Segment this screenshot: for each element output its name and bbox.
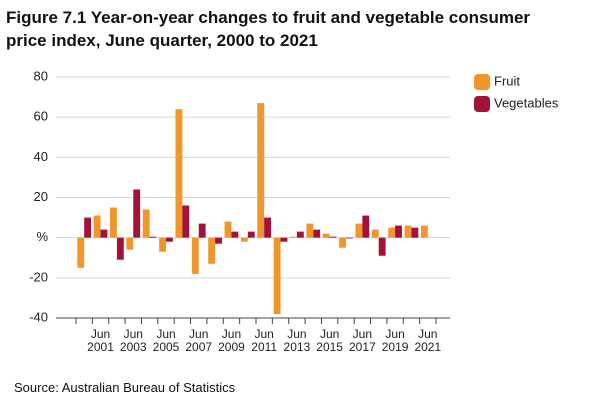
bar: [371, 229, 379, 238]
x-tick-label: Jun 2019: [381, 327, 409, 354]
bar: [322, 233, 330, 238]
y-tick-label: -20: [29, 269, 48, 284]
y-tick-label: -40: [29, 309, 48, 324]
bar: [231, 231, 239, 238]
x-tick-label: Jun 2021: [414, 327, 442, 354]
legend-swatch: [474, 96, 490, 112]
bar: [198, 223, 206, 238]
bar: [247, 231, 255, 238]
bar: [273, 237, 281, 314]
bar: [215, 237, 222, 244]
bar: [355, 223, 363, 238]
bar: [420, 225, 428, 238]
y-tick-label: 20: [34, 189, 48, 204]
bar: [175, 109, 183, 238]
source-note: Source: Australian Bureau of Statistics: [14, 380, 236, 395]
x-tick-label: Jun 2009: [218, 327, 245, 354]
bar: [362, 215, 370, 238]
x-tick-label: Jun 2017: [349, 327, 376, 354]
legend-label: Vegetables: [494, 95, 559, 110]
y-tick-label: 80: [34, 68, 48, 83]
bar: [388, 227, 396, 238]
bar: [126, 237, 134, 250]
bar: [339, 237, 346, 248]
bar: [159, 237, 166, 252]
legend-swatch: [474, 74, 490, 90]
bar: [306, 223, 314, 238]
x-tick-label: Jun 2001: [87, 327, 114, 354]
bar: [290, 236, 297, 238]
bar: [240, 237, 248, 242]
chart-title: Figure 7.1 Year-on-year changes to fruit…: [6, 8, 531, 50]
bar: [224, 221, 232, 238]
bar: [77, 237, 85, 268]
bar: [84, 217, 92, 238]
bar: [149, 236, 157, 238]
x-tick-label: Jun 2011: [251, 327, 278, 354]
x-tick-label: Jun 2007: [185, 327, 213, 354]
bar: [395, 225, 402, 238]
y-tick-label: 60: [34, 109, 48, 124]
bar: [191, 237, 199, 274]
bar: [182, 205, 190, 238]
bar: [378, 237, 386, 256]
bar: [110, 207, 117, 238]
bar: [116, 237, 124, 260]
bar: [93, 215, 101, 238]
bar: [296, 231, 304, 238]
bar: [166, 237, 173, 242]
x-tick-label: Jun 2013: [283, 327, 311, 354]
bar: [313, 229, 321, 238]
bar: [208, 237, 216, 264]
x-tick-label: Jun 2015: [316, 327, 343, 354]
bar: [346, 237, 353, 239]
bar: [411, 227, 419, 238]
bar: [329, 236, 337, 238]
bar: [133, 189, 141, 238]
bar: [257, 103, 265, 238]
y-tick-label: %: [36, 229, 48, 244]
bar: [264, 217, 272, 238]
legend-label: Fruit: [494, 73, 520, 88]
bar: [142, 209, 150, 238]
bar: [100, 229, 108, 238]
bar: [404, 225, 412, 238]
x-tick-label: Jun 2005: [152, 327, 180, 354]
y-tick-label: 40: [34, 149, 48, 164]
bar: [280, 237, 288, 242]
x-tick-label: Jun 2003: [119, 327, 147, 354]
